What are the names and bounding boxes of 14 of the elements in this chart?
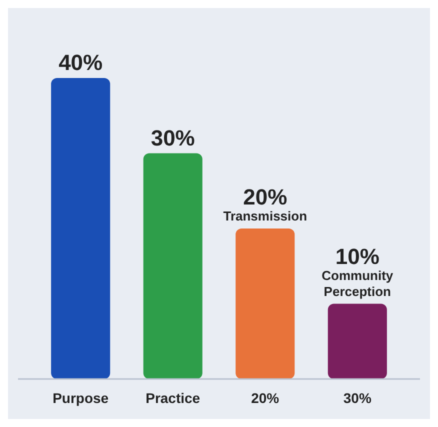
- x-tick-label: 20%: [251, 390, 280, 406]
- data-label: 20%: [243, 184, 288, 210]
- data-label: 30%: [150, 125, 195, 150]
- annotation: Transmission: [223, 208, 308, 224]
- data-label: 10%: [335, 244, 380, 269]
- x-tick-label: Practice: [146, 390, 200, 406]
- bar: [328, 304, 387, 379]
- data-label: 40%: [58, 50, 103, 75]
- bar: [51, 78, 110, 379]
- x-tick-label: Purpose: [52, 390, 109, 406]
- annotation: Community Perception: [322, 268, 394, 299]
- bar: [143, 153, 202, 379]
- x-tick-label: 30%: [343, 390, 372, 406]
- bar: [236, 228, 295, 379]
